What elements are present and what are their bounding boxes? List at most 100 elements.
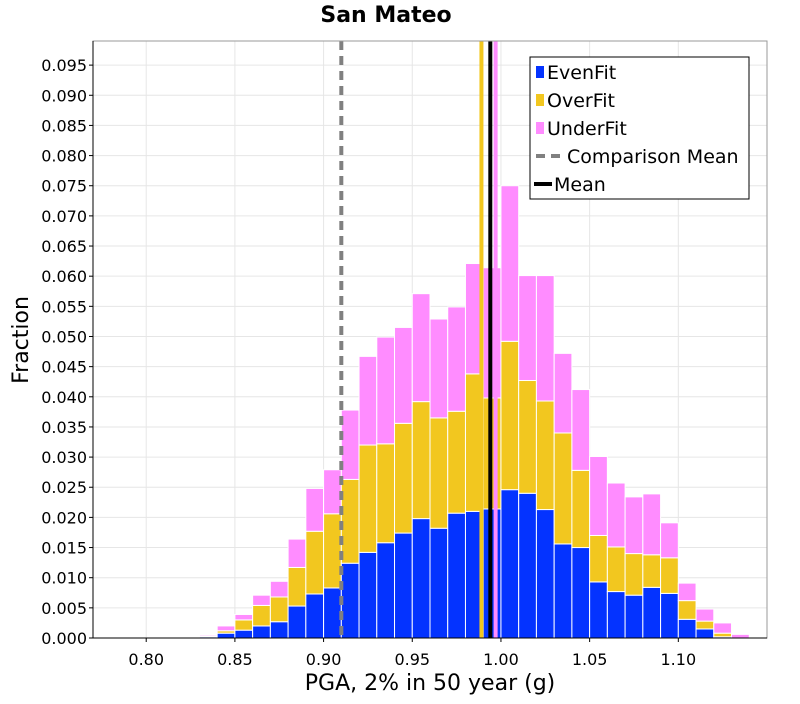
y-tick-label: 0.090	[41, 86, 87, 105]
x-tick-label: 0.85	[217, 650, 253, 669]
bar-underfit	[269, 580, 289, 598]
bar-evenfit	[411, 518, 431, 639]
y-tick-label: 0.095	[41, 56, 87, 75]
bar-underfit	[731, 633, 750, 639]
y-tick-label: 0.060	[41, 267, 87, 286]
bar-overfit	[571, 469, 591, 549]
bar-evenfit	[287, 605, 307, 639]
bar-overfit	[429, 417, 449, 529]
bar-overfit	[589, 534, 608, 583]
bar-evenfit	[429, 527, 449, 639]
bar-underfit	[198, 634, 218, 637]
bar-evenfit	[252, 625, 271, 639]
vertical-reference-lines	[339, 41, 498, 638]
bar-underfit	[287, 538, 307, 568]
x-tick-label: 0.80	[128, 650, 164, 669]
bar-evenfit	[660, 592, 679, 639]
bar-underfit	[660, 522, 679, 559]
axes: 0.000 0.005 0.010 0.015 0.020 0.025 0.030 0.035…	[41, 40, 768, 669]
bar-underfit	[376, 336, 396, 445]
bar-overfit	[394, 422, 413, 534]
chart-title: San Mateo	[320, 3, 451, 28]
bar-evenfit	[234, 629, 254, 639]
legend-swatch-overfit	[536, 94, 544, 106]
bar-evenfit	[447, 512, 466, 639]
bar-evenfit	[695, 628, 715, 639]
bar-evenfit	[677, 618, 697, 639]
bar-overfit	[660, 557, 679, 594]
bar-overfit	[411, 401, 431, 520]
bar-overfit	[340, 478, 360, 564]
bar-underfit	[358, 355, 378, 446]
bar-evenfit	[323, 587, 342, 639]
bar-underfit	[411, 293, 431, 403]
y-tick-label: 0.000	[41, 629, 87, 648]
bar-overfit	[287, 566, 307, 607]
bar-underfit	[535, 275, 555, 402]
bar-overfit	[234, 619, 254, 631]
bar-overfit	[323, 513, 342, 589]
bar-underfit	[695, 608, 715, 622]
y-tick-label: 0.065	[41, 237, 87, 256]
bar-underfit	[571, 389, 591, 471]
bar-overfit	[695, 620, 715, 630]
bar-evenfit	[376, 542, 396, 639]
bar-underfit	[518, 275, 537, 382]
bar-evenfit	[642, 586, 662, 639]
bar-overfit	[535, 400, 555, 511]
bar-overfit	[677, 600, 697, 620]
legend: EvenFit OverFit UnderFit Comparison Mean Mea…	[529, 56, 750, 200]
bar-underfit	[340, 409, 360, 480]
bar-underfit	[642, 493, 662, 556]
bar-evenfit	[500, 489, 520, 639]
y-tick-label: 0.050	[41, 327, 87, 346]
bar-evenfit	[518, 492, 537, 639]
bar-overfit	[305, 530, 325, 595]
bar-underfit	[553, 352, 573, 434]
bar-overfit	[713, 632, 733, 638]
bar-evenfit	[340, 562, 360, 639]
legend-swatch-evenfit	[536, 66, 544, 78]
x-tick-label: 1.05	[572, 650, 608, 669]
bar-underfit	[252, 594, 271, 606]
bar-underfit	[305, 487, 325, 532]
bar-evenfit	[305, 593, 325, 639]
x-tick-label: 1.10	[661, 650, 697, 669]
y-tick-label: 0.025	[41, 478, 87, 497]
bar-underfit	[323, 469, 342, 515]
legend-label: Comparison Mean	[567, 146, 739, 168]
bar-evenfit	[624, 594, 644, 639]
legend-label: EvenFit	[547, 62, 616, 84]
x-axis-label: PGA, 2% in 50 year (g)	[305, 671, 556, 696]
bar-underfit	[500, 185, 520, 342]
y-tick-label: 0.055	[41, 297, 87, 316]
y-tick-label: 0.035	[41, 418, 87, 437]
bar-overfit	[376, 443, 396, 544]
bar-evenfit	[553, 543, 573, 639]
x-tick-label: 0.95	[394, 650, 430, 669]
legend-label: Mean	[554, 174, 606, 196]
y-tick-label: 0.020	[41, 508, 87, 527]
bar-evenfit	[394, 532, 413, 639]
bar-underfit	[447, 306, 466, 412]
bar-overfit	[553, 432, 573, 545]
legend-label: UnderFit	[547, 118, 627, 140]
y-tick-label: 0.045	[41, 358, 87, 377]
y-tick-label: 0.075	[41, 177, 87, 196]
bar-underfit	[713, 622, 733, 634]
bar-overfit	[252, 604, 271, 627]
bar-evenfit	[269, 621, 289, 639]
legend-box	[529, 56, 750, 200]
y-axis-label: Fraction	[9, 296, 34, 384]
bar-overfit	[606, 546, 626, 593]
y-tick-label: 0.040	[41, 388, 87, 407]
y-tick-label: 0.005	[41, 599, 87, 618]
bar-evenfit	[571, 547, 591, 639]
legend-label: OverFit	[547, 90, 615, 112]
bar-underfit	[429, 318, 449, 419]
bar-underfit	[624, 496, 644, 555]
bar-underfit	[234, 613, 254, 621]
bar-overfit	[358, 444, 378, 553]
y-tick-label: 0.015	[41, 539, 87, 558]
y-tick-label: 0.085	[41, 116, 87, 135]
